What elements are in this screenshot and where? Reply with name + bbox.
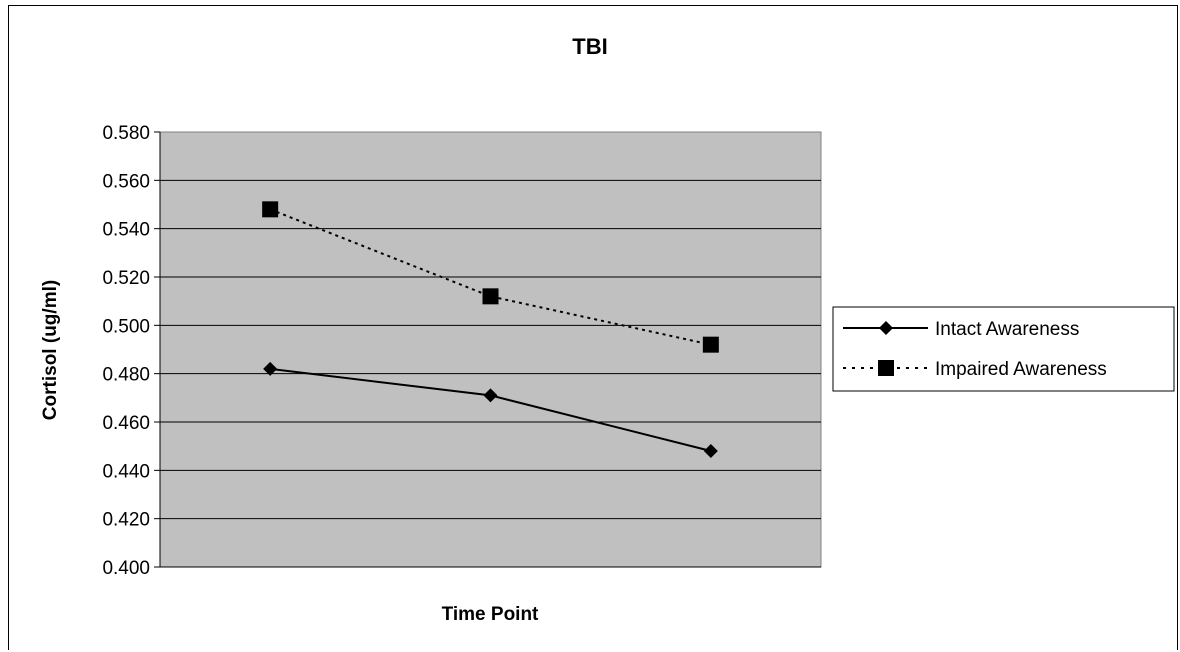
legend-item-2: Impaired Awareness xyxy=(843,359,1107,380)
y-tick-label: 0.500 xyxy=(102,316,150,337)
grid-lines xyxy=(160,179,821,520)
legend-marker xyxy=(879,321,893,335)
data-point xyxy=(703,444,718,458)
y-tick-label: 0.520 xyxy=(102,268,150,289)
y-tick-label: 0.540 xyxy=(102,220,150,241)
plot-area xyxy=(159,131,822,568)
series-line xyxy=(269,208,712,346)
chart-title: TBI xyxy=(572,34,607,59)
y-tick-label: 0.420 xyxy=(102,510,150,531)
series-2 xyxy=(262,201,719,353)
x-axis-title: Time Point xyxy=(442,604,539,625)
y-axis-title: Cortisol (ug/ml) xyxy=(40,280,61,420)
legend-item-1: Intact Awareness xyxy=(843,319,1079,340)
y-tick-label: 0.560 xyxy=(102,171,150,192)
legend-box xyxy=(832,306,1175,392)
y-tick-label: 0.580 xyxy=(102,123,150,144)
legend: Intact Awareness Impaired Awareness xyxy=(832,306,1175,392)
data-point xyxy=(482,288,499,305)
y-tick-label: 0.460 xyxy=(102,413,150,434)
legend-label: Intact Awareness xyxy=(935,319,1079,340)
y-tick-label: 0.400 xyxy=(102,558,150,579)
y-tick-label: 0.480 xyxy=(102,365,150,386)
legend-label: Impaired Awareness xyxy=(935,359,1107,380)
data-point xyxy=(483,388,498,403)
data-point xyxy=(263,361,278,376)
data-point xyxy=(702,336,719,353)
y-axis: 0.400 0.420 0.440 0.460 0.480 0.500 0.520 0.540… xyxy=(102,123,821,579)
legend-marker xyxy=(878,360,894,376)
series-1 xyxy=(263,361,718,458)
y-tick-label: 0.440 xyxy=(102,461,150,482)
data-point xyxy=(262,201,279,218)
series-layer xyxy=(262,201,719,458)
